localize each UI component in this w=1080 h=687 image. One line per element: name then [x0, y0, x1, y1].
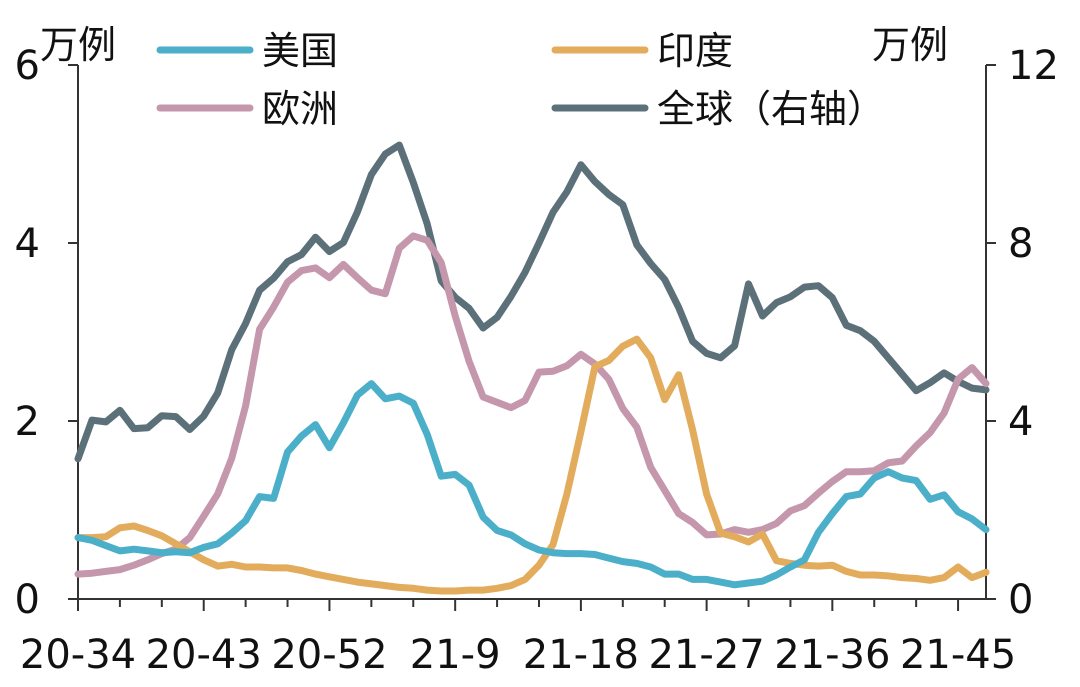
legend-label-usa: 美国	[262, 29, 338, 73]
series-line-usa	[74, 380, 990, 589]
x-axis-tick-label: 20-34	[20, 632, 136, 678]
legend-label-global: 全球（右轴）	[657, 87, 885, 131]
x-axis-tick-label: 21-18	[523, 632, 639, 678]
right-axis-tick-label: 4	[1008, 399, 1033, 445]
legend: 美国 欧洲 印度 全球（右轴）	[156, 29, 885, 131]
series-line-india	[74, 335, 990, 595]
x-axis-tick-label: 20-52	[271, 632, 387, 678]
right-axis-tick-label: 12	[1008, 43, 1059, 89]
x-axis-tick-label: 20-43	[146, 632, 262, 678]
series-line-global	[74, 141, 990, 463]
right-axis-tick-label: 0	[1008, 577, 1033, 623]
series-layer	[74, 141, 990, 595]
legend-label-europe: 欧洲	[262, 87, 338, 131]
x-axis-tick-label: 21-45	[900, 632, 1016, 678]
left-axis-tick-label: 2	[15, 399, 40, 445]
right-axis-tick-label: 8	[1008, 221, 1033, 267]
left-axis-tick-label: 6	[15, 43, 40, 89]
left-axis-unit-label: 万例	[40, 23, 116, 67]
left-axis-tick-label: 4	[15, 221, 40, 267]
legend-label-india: 印度	[657, 29, 733, 73]
x-axis-tick-label: 21-27	[648, 632, 764, 678]
x-axis-tick-label: 21-9	[410, 632, 501, 678]
left-axis-tick-label: 0	[15, 577, 40, 623]
series-line-europe	[74, 232, 990, 578]
x-axis-tick-label: 21-36	[774, 632, 890, 678]
right-axis-unit-label: 万例	[872, 23, 948, 67]
